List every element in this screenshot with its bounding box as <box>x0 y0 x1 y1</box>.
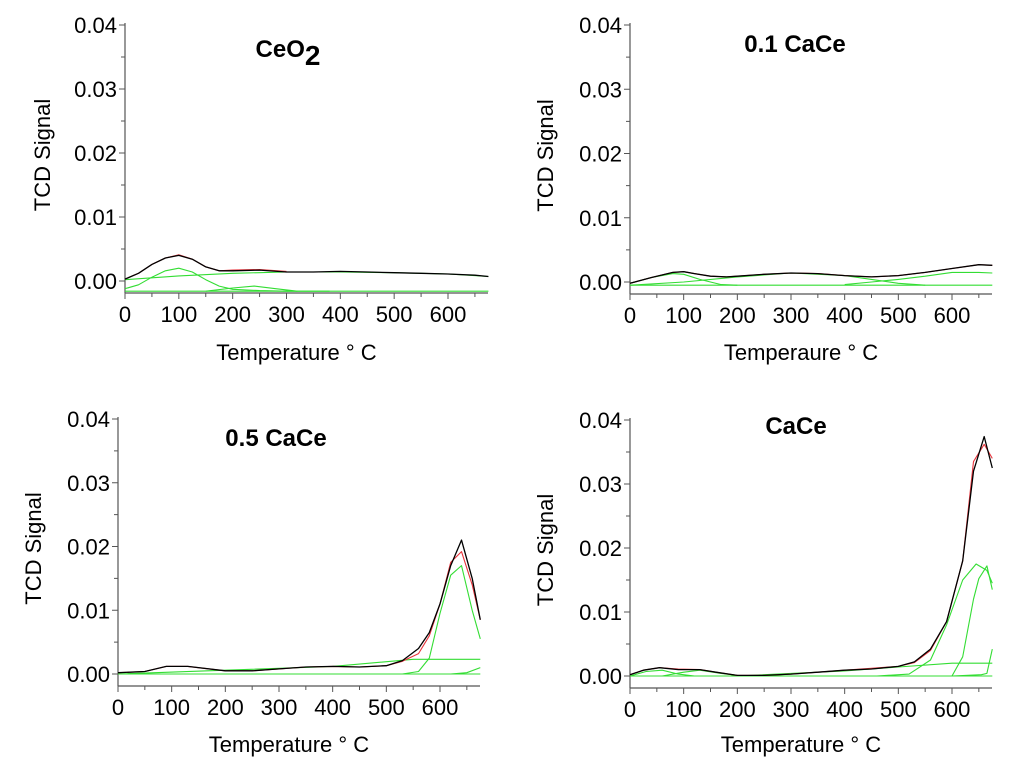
x-axis-title: Temperature ° C <box>209 732 370 757</box>
x-tick-label: 200 <box>214 302 251 327</box>
x-axis-title: Temperaure ° C <box>724 340 878 365</box>
x-axis-title: Temperature ° C <box>721 732 882 757</box>
y-axis-title: TCD Signal <box>533 494 558 606</box>
x-tick-label: 200 <box>207 695 244 720</box>
x-tick-label: 600 <box>422 695 459 720</box>
x-tick-label: 0 <box>624 303 636 328</box>
series-component-rise-600 <box>844 271 993 286</box>
series-experimental <box>629 435 993 677</box>
series-component-peak-645 <box>876 563 993 677</box>
x-axis-title: Temperature ° C <box>216 340 377 365</box>
y-tick-label: 0.01 <box>74 205 117 230</box>
y-tick-label: 0.02 <box>579 536 622 561</box>
panel-title: 0.1 CaCe <box>744 31 845 58</box>
x-tick-label: 600 <box>430 302 467 327</box>
x-tick-label: 100 <box>665 303 702 328</box>
series-experimental <box>629 264 993 284</box>
series-component-peak-640 <box>402 565 481 675</box>
y-tick-label: 0.01 <box>579 206 622 231</box>
series-component-peak-240 <box>205 285 298 292</box>
y-tick-label: 0.02 <box>74 141 117 166</box>
x-tick-label: 400 <box>322 302 359 327</box>
y-tick-label: 0.00 <box>579 270 622 295</box>
y-tick-label: 0.04 <box>579 408 622 433</box>
x-tick-label: 600 <box>934 303 971 328</box>
y-tick-label: 0.00 <box>74 269 117 294</box>
x-tick-label: 400 <box>314 695 351 720</box>
y-tick-label: 0.01 <box>579 600 622 625</box>
series-component-rise-675 <box>450 667 481 675</box>
x-tick-label: 100 <box>153 695 190 720</box>
x-tick-label: 300 <box>261 695 298 720</box>
panel-title-text: 0.1 CaCe <box>744 31 845 58</box>
y-tick-label: 0.00 <box>579 664 622 689</box>
x-tick-label: 200 <box>719 697 756 722</box>
x-tick-label: 0 <box>624 697 636 722</box>
y-axis-title: TCD Signal <box>30 99 55 211</box>
panel-05cace: 0.00 0.01 0.02 0.03 0.04 0 100 200 300 400 500 600 T… <box>21 407 481 757</box>
y-axis-title: TCD Signal <box>533 99 558 211</box>
x-tick-label: 300 <box>773 303 810 328</box>
series-experimental <box>117 539 481 674</box>
x-tick-label: 500 <box>368 695 405 720</box>
x-tick-label: 500 <box>880 303 917 328</box>
series-component-peak-665 <box>951 565 993 677</box>
panel-title-subscript: 2 <box>305 40 321 71</box>
x-tick-label: 0 <box>112 695 124 720</box>
y-tick-label: 0.03 <box>67 471 110 496</box>
x-tick-label: 100 <box>665 697 702 722</box>
y-tick-label: 0.04 <box>579 13 622 38</box>
panel-title-text: 0.5 CaCe <box>225 425 326 452</box>
y-tick-label: 0.01 <box>67 598 110 623</box>
series-component-rise-675 <box>951 648 993 677</box>
y-axis-title: TCD Signal <box>21 492 46 604</box>
panel-01cace: 0.00 0.01 0.02 0.03 0.04 0 100 200 300 400 500 600 T… <box>533 13 993 365</box>
y-tick-label: 0.03 <box>579 472 622 497</box>
y-tick-label: 0.03 <box>74 77 117 102</box>
x-tick-label: 200 <box>719 303 756 328</box>
series-component-peak-60 <box>629 669 695 677</box>
panel-ceo2: 0.00 0.01 0.02 0.03 0.04 0 100 200 300 400 500 600 T… <box>30 13 489 365</box>
y-tick-label: 0.04 <box>67 407 110 432</box>
series-fit <box>629 443 993 676</box>
x-tick-label: 400 <box>826 697 863 722</box>
x-tick-label: 500 <box>376 302 413 327</box>
y-tick-label: 0.00 <box>67 662 110 687</box>
x-tick-label: 0 <box>119 302 131 327</box>
y-tick-label: 0.03 <box>579 77 622 102</box>
panel-title: 0.5 CaCe <box>225 425 326 452</box>
series-component-broad-300 <box>629 272 926 286</box>
panel-title-text: CeO <box>256 36 305 63</box>
y-tick-label: 0.02 <box>579 142 622 167</box>
x-tick-label: 300 <box>268 302 305 327</box>
panel-title: CeO2 <box>256 36 321 71</box>
panel-cace: 0.00 0.01 0.02 0.03 0.04 0 100 200 300 400 500 600 T… <box>533 408 993 757</box>
x-tick-label: 100 <box>160 302 197 327</box>
x-tick-label: 500 <box>880 697 917 722</box>
panel-title: CaCe <box>765 413 826 440</box>
series-experimental <box>124 254 489 280</box>
x-tick-label: 400 <box>826 303 863 328</box>
series-fit <box>117 551 481 674</box>
panel-title-text: CaCe <box>765 413 826 440</box>
y-tick-label: 0.02 <box>67 535 110 560</box>
x-tick-label: 300 <box>773 697 810 722</box>
x-tick-label: 600 <box>934 697 971 722</box>
y-tick-label: 0.04 <box>74 13 117 38</box>
